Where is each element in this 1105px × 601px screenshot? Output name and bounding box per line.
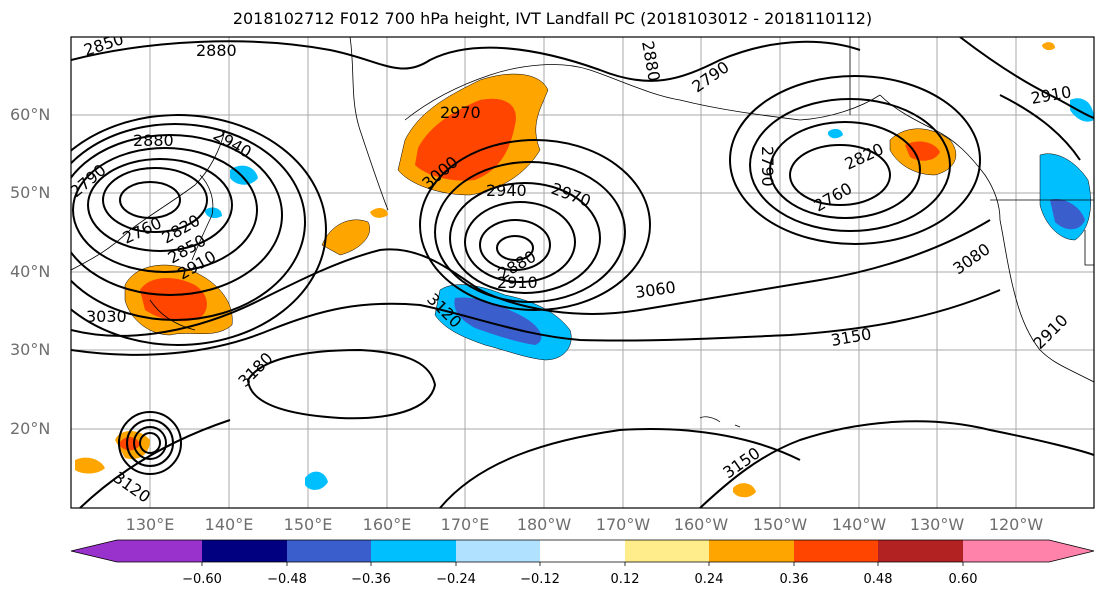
colorbar-segment	[456, 540, 540, 562]
height-contours	[71, 37, 1094, 508]
coastlines	[71, 37, 1094, 428]
colorbar-tick-label: −0.24	[436, 572, 476, 587]
lon-label: 160°W	[673, 515, 729, 534]
lon-label: 130°E	[125, 515, 175, 534]
lat-label: 40°N	[10, 262, 51, 281]
colorbar-segment	[794, 540, 878, 562]
colorbar-tick-label: 0.24	[694, 572, 724, 587]
lon-label: 180°W	[516, 515, 572, 534]
colorbar-tick-label: −0.60	[182, 572, 222, 587]
colorbar-segment	[371, 540, 456, 562]
colorbar-tick-label: −0.12	[520, 572, 560, 587]
contour-label: 2970	[440, 103, 481, 122]
colorbar-segment	[71, 540, 117, 562]
lon-label: 170°W	[595, 515, 651, 534]
colorbar-tick-label: −0.36	[351, 572, 391, 587]
colorbar-tick-label: 0.60	[948, 572, 978, 587]
lat-label: 60°N	[10, 105, 51, 124]
lon-label: 140°W	[831, 515, 887, 534]
lon-label: 150°E	[283, 515, 333, 534]
contour-label: 2880	[196, 41, 237, 60]
contour-label: 2790	[758, 146, 777, 187]
colorbar-tick-label: 0.36	[779, 572, 809, 587]
colorbar-segment	[287, 540, 371, 562]
colorbar-tick-label: 0.48	[863, 572, 893, 587]
colorbar-segment	[709, 540, 794, 562]
colorbar-segment	[540, 540, 625, 562]
contour-label: 2910	[497, 273, 538, 292]
colorbar-segment	[963, 540, 1049, 562]
colorbar-segment	[1049, 540, 1094, 562]
lon-label: 130°W	[909, 515, 965, 534]
lon-label: 170°E	[440, 515, 490, 534]
lat-label: 20°N	[10, 419, 51, 438]
lon-label: 160°E	[362, 515, 412, 534]
colorbar-segment	[202, 540, 287, 562]
contour-label: 3030	[86, 307, 127, 326]
map-title: 2018102712 F012 700 hPa height, IVT Land…	[232, 9, 873, 28]
lon-label: 140°E	[204, 515, 254, 534]
lat-label: 50°N	[10, 183, 51, 202]
colorbar-segment	[878, 540, 963, 562]
lon-label: 150°W	[752, 515, 808, 534]
lon-label: 120°W	[988, 515, 1044, 534]
lat-label: 30°N	[10, 340, 51, 359]
colorbar-tick-label: 0.12	[610, 572, 640, 587]
contour-label: 2880	[133, 131, 174, 150]
colorbar-segment	[117, 540, 202, 562]
contour-label: 2940	[486, 181, 527, 200]
colorbar-tick-label: −0.48	[267, 572, 307, 587]
colorbar-segment	[625, 540, 709, 562]
